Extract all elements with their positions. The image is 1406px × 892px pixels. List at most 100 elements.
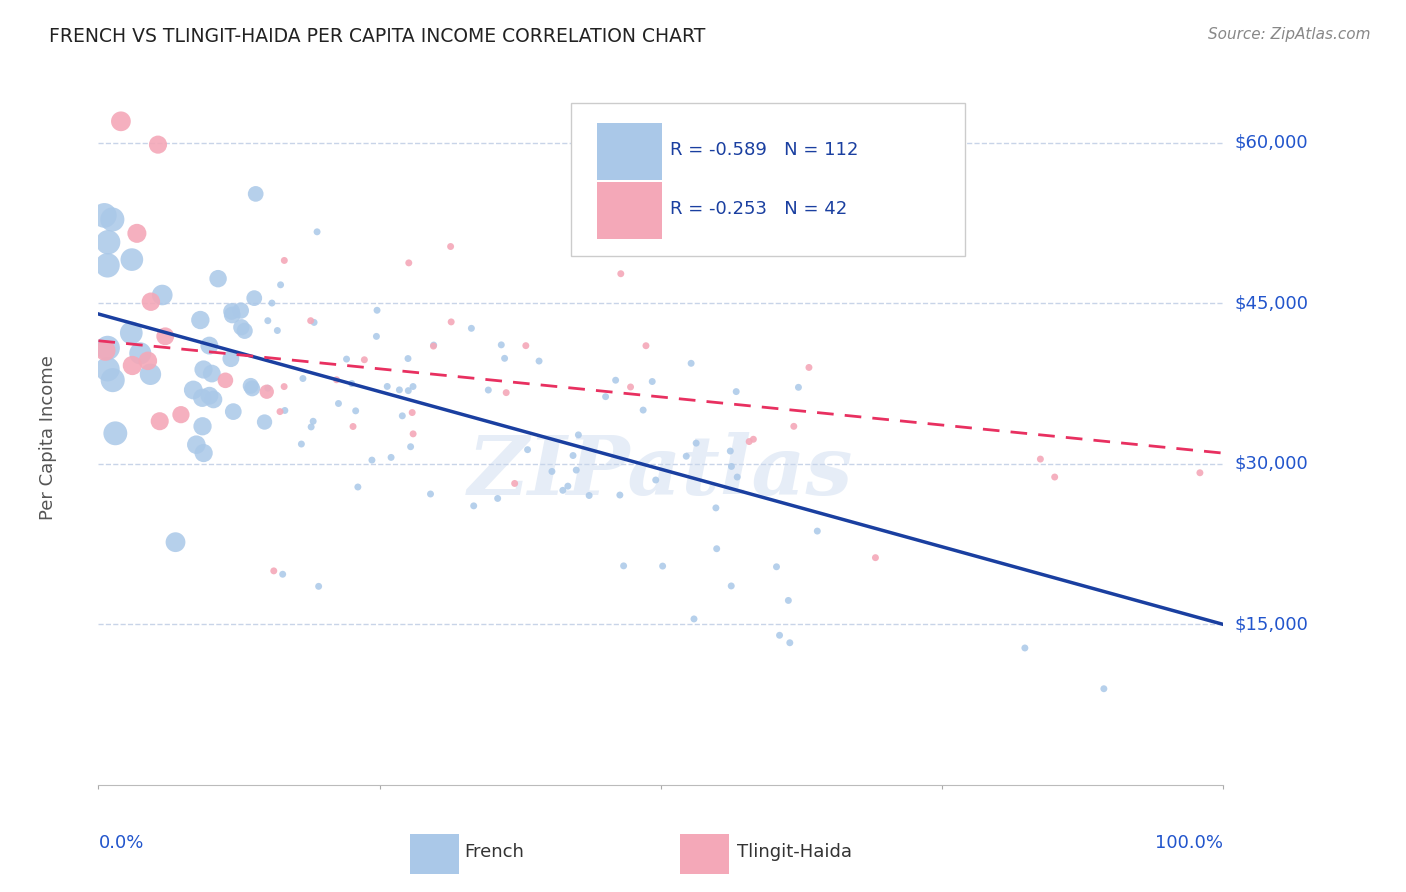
Point xyxy=(146,137,169,152)
Point xyxy=(595,390,617,404)
Point xyxy=(94,343,117,358)
Text: $30,000: $30,000 xyxy=(1234,455,1308,473)
Point xyxy=(335,352,357,367)
Point xyxy=(96,362,118,376)
Text: R = -0.253   N = 42: R = -0.253 N = 42 xyxy=(669,200,846,218)
Point xyxy=(619,380,641,394)
Point xyxy=(463,499,485,513)
Point xyxy=(219,351,242,366)
Text: Per Capita Income: Per Capita Income xyxy=(39,355,56,519)
Text: $45,000: $45,000 xyxy=(1234,294,1309,312)
Point xyxy=(391,409,413,423)
Point xyxy=(120,326,142,340)
Point xyxy=(263,564,285,578)
Point xyxy=(271,567,294,582)
Text: $60,000: $60,000 xyxy=(1234,134,1308,152)
Point xyxy=(170,408,193,422)
Point xyxy=(1043,470,1066,484)
Text: 0.0%: 0.0% xyxy=(98,834,143,852)
Text: R = -0.589   N = 112: R = -0.589 N = 112 xyxy=(669,141,858,159)
Point xyxy=(344,404,367,418)
Point xyxy=(125,227,148,241)
Point xyxy=(256,384,278,399)
Point xyxy=(347,480,370,494)
Point xyxy=(121,252,143,267)
Point xyxy=(155,329,177,343)
Point xyxy=(681,356,703,370)
Point xyxy=(186,438,208,452)
Point xyxy=(129,346,152,360)
Point xyxy=(375,379,398,393)
Point xyxy=(422,338,444,352)
Point xyxy=(291,371,314,385)
Point xyxy=(440,315,463,329)
Point xyxy=(202,392,225,407)
Point xyxy=(439,239,461,253)
Point xyxy=(231,320,253,334)
Point xyxy=(93,209,115,223)
Point xyxy=(738,434,761,449)
Point xyxy=(270,277,292,292)
Point xyxy=(562,449,585,463)
Point xyxy=(299,420,322,434)
Point xyxy=(221,304,243,318)
Point xyxy=(257,381,280,395)
Point xyxy=(221,308,243,322)
Point xyxy=(631,403,654,417)
Point xyxy=(565,238,588,252)
Point xyxy=(419,487,441,501)
Point xyxy=(1014,640,1036,655)
Point xyxy=(207,271,229,285)
Point xyxy=(605,373,627,387)
Point xyxy=(273,253,295,268)
Point xyxy=(718,444,741,458)
Point xyxy=(865,550,887,565)
Point xyxy=(402,379,425,393)
Point xyxy=(198,338,221,352)
Point xyxy=(97,341,120,355)
Point xyxy=(361,453,384,467)
Point xyxy=(136,354,159,368)
Text: Tlingit-Haida: Tlingit-Haida xyxy=(737,844,852,862)
Point xyxy=(191,391,214,405)
Point xyxy=(460,321,482,335)
Point xyxy=(720,579,742,593)
Point xyxy=(121,359,143,373)
Point xyxy=(328,396,350,410)
Point xyxy=(101,212,124,227)
Point xyxy=(139,294,162,309)
Point xyxy=(503,476,526,491)
Point xyxy=(188,313,211,327)
Text: Source: ZipAtlas.com: Source: ZipAtlas.com xyxy=(1208,27,1371,42)
Point xyxy=(214,373,236,387)
FancyBboxPatch shape xyxy=(596,122,662,179)
Point xyxy=(399,440,422,454)
Point xyxy=(725,384,748,399)
Point xyxy=(198,389,221,403)
Point xyxy=(165,535,187,549)
Point xyxy=(388,383,411,397)
Point xyxy=(742,432,765,446)
Point xyxy=(610,267,633,281)
Point xyxy=(260,296,283,310)
Point xyxy=(486,491,509,506)
Point xyxy=(139,368,162,382)
Point xyxy=(266,324,288,338)
Point xyxy=(706,541,728,556)
Point xyxy=(634,339,657,353)
Point xyxy=(201,367,224,381)
Point xyxy=(181,383,204,397)
Point xyxy=(269,404,291,418)
Point xyxy=(641,375,664,389)
Point xyxy=(101,373,124,387)
Point xyxy=(239,379,262,393)
Point xyxy=(299,314,322,328)
Point xyxy=(396,384,419,398)
Point xyxy=(353,352,375,367)
Point xyxy=(609,488,631,502)
Point xyxy=(366,303,388,318)
Text: ZIPatlas: ZIPatlas xyxy=(468,432,853,512)
Point xyxy=(765,559,787,574)
FancyBboxPatch shape xyxy=(411,834,460,874)
Point xyxy=(557,479,579,493)
